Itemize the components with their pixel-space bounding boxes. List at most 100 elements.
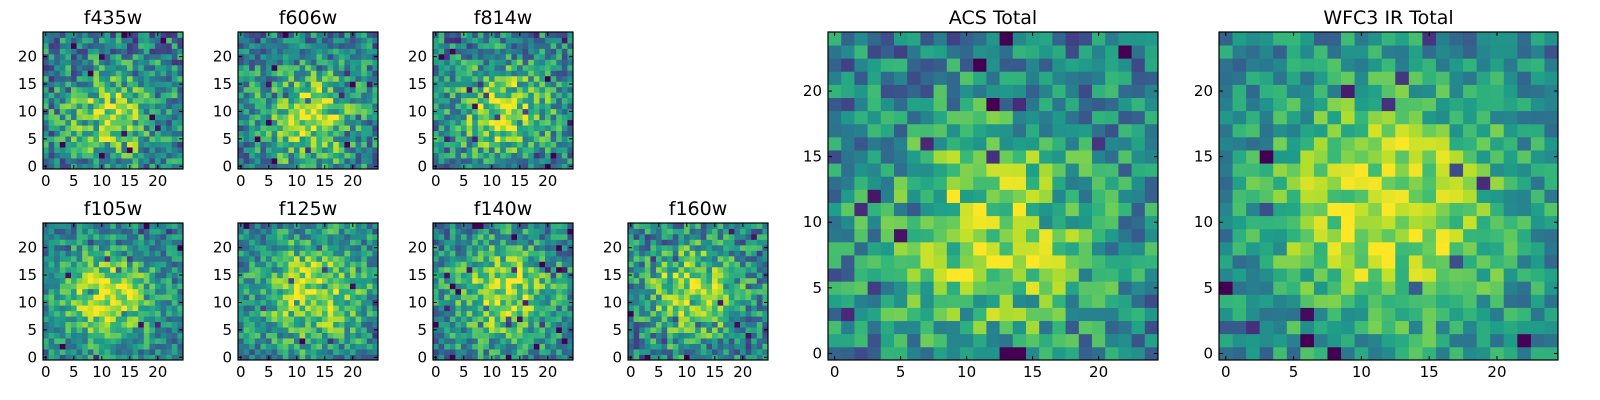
heatmap-cell xyxy=(249,32,256,38)
heatmap-cell xyxy=(477,86,484,93)
heatmap-cell xyxy=(322,92,328,99)
heatmap-cell xyxy=(841,346,855,361)
heatmap-cell xyxy=(522,310,529,317)
heatmap-cell xyxy=(305,59,312,66)
heatmap-cell xyxy=(87,53,94,60)
heatmap-cell xyxy=(455,125,462,132)
heatmap-cell xyxy=(528,316,535,323)
heatmap-cell xyxy=(59,343,66,350)
heatmap-cell xyxy=(310,261,317,268)
heatmap-cell xyxy=(461,64,467,71)
heatmap-cell xyxy=(166,310,173,317)
heatmap-cell xyxy=(121,81,128,88)
heatmap-cell xyxy=(132,103,139,110)
heatmap-cell xyxy=(171,64,178,71)
heatmap-cell xyxy=(494,163,501,170)
heatmap-cell xyxy=(115,48,122,55)
heatmap-cell xyxy=(271,108,278,115)
heatmap-cell xyxy=(110,32,117,38)
heatmap-cell xyxy=(160,349,167,355)
heatmap-cell xyxy=(494,223,501,229)
heatmap-cell xyxy=(305,32,312,38)
heatmap-cell xyxy=(472,255,479,262)
heatmap-cell xyxy=(539,130,546,137)
heatmap-cell xyxy=(238,277,244,284)
heatmap-cell xyxy=(93,338,100,344)
heatmap-cell xyxy=(500,119,507,126)
heatmap-cell xyxy=(254,316,261,323)
heatmap-cell xyxy=(87,37,94,44)
heatmap-cell xyxy=(489,130,495,137)
heatmap-cell xyxy=(59,152,66,159)
heatmap-cell xyxy=(65,59,72,66)
heatmap-cell xyxy=(82,81,89,88)
heatmap-cell xyxy=(372,86,379,93)
heatmap-cell xyxy=(260,354,267,361)
heatmap-cell xyxy=(438,305,445,312)
heatmap-cell xyxy=(740,250,746,257)
heatmap-cell xyxy=(294,75,300,82)
heatmap-cell xyxy=(361,81,368,88)
heatmap-cell xyxy=(533,147,540,153)
heatmap-cell xyxy=(500,141,507,148)
heatmap-cell xyxy=(104,332,111,339)
heatmap-cell xyxy=(920,215,934,230)
heatmap-cell xyxy=(684,255,690,262)
heatmap-cell xyxy=(728,272,735,279)
heatmap-cell xyxy=(266,119,272,126)
heatmap-cell xyxy=(121,343,128,350)
heatmap-cell xyxy=(449,37,456,44)
heatmap-cell xyxy=(461,261,467,268)
heatmap-cell xyxy=(99,75,105,82)
heatmap-cell xyxy=(155,108,161,115)
heatmap-cell xyxy=(528,163,535,170)
heatmap-cell xyxy=(449,305,456,312)
heatmap-cell xyxy=(494,299,501,306)
heatmap-cell xyxy=(48,147,55,153)
heatmap-cell xyxy=(155,81,161,88)
heatmap-cell xyxy=(999,346,1014,361)
heatmap-cell xyxy=(299,223,306,229)
heatmap-cell xyxy=(310,125,317,132)
heatmap-cell xyxy=(115,244,122,251)
heatmap-cell xyxy=(511,86,518,93)
heatmap-cell xyxy=(650,332,657,339)
heatmap-cell xyxy=(43,97,49,104)
heatmap-cell xyxy=(310,32,317,38)
heatmap-cell xyxy=(751,223,758,229)
heatmap-cell xyxy=(494,130,501,137)
heatmap-cell xyxy=(1026,176,1040,190)
heatmap-cell xyxy=(517,349,523,355)
heatmap-cell xyxy=(82,59,89,66)
heatmap-cell xyxy=(143,70,150,77)
heatmap-cell xyxy=(361,158,368,164)
heatmap-cell xyxy=(104,108,111,115)
heatmap-cell xyxy=(361,239,368,246)
heatmap-cell xyxy=(455,92,462,99)
heatmap-cell xyxy=(372,42,379,49)
heatmap-cell xyxy=(260,59,267,66)
heatmap-cell xyxy=(438,119,445,126)
heatmap-cell xyxy=(455,119,462,126)
heatmap-cell xyxy=(127,75,133,82)
heatmap-cell xyxy=(166,53,173,60)
heatmap-cell xyxy=(138,48,145,55)
heatmap-cell xyxy=(700,354,707,361)
heatmap-cell xyxy=(717,250,724,257)
heatmap-cell xyxy=(155,130,161,137)
heatmap-cell xyxy=(483,108,490,115)
heatmap-cell xyxy=(177,97,184,104)
heatmap-cell xyxy=(65,103,72,110)
heatmap-cell xyxy=(477,283,484,290)
heatmap-cell xyxy=(138,255,145,262)
heatmap-cell xyxy=(48,119,55,126)
heatmap-cell xyxy=(155,305,161,312)
heatmap-cell xyxy=(745,299,752,306)
heatmap-cell xyxy=(539,343,546,350)
heatmap-cell xyxy=(132,86,139,93)
heatmap-cell xyxy=(160,239,167,246)
heatmap-cell xyxy=(333,86,340,93)
heatmap-cell xyxy=(177,228,184,235)
heatmap-cell xyxy=(82,277,89,284)
heatmap-cell xyxy=(556,244,563,251)
